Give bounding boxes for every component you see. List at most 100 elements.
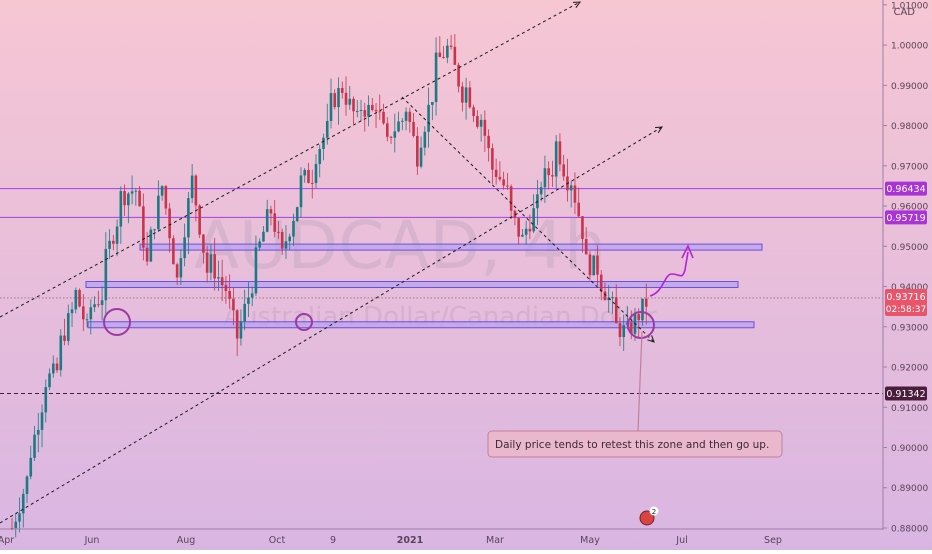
candle [427, 87, 430, 148]
price-zone-rect[interactable] [87, 321, 755, 329]
candle [340, 81, 344, 99]
candle [198, 204, 201, 238]
candle [134, 188, 138, 206]
candle [295, 206, 299, 223]
annotation-callout[interactable]: Daily price tends to retest this zone an… [487, 430, 783, 458]
y-tick-label: 0.99000 [891, 82, 928, 92]
y-tick-label: 0.97000 [891, 162, 928, 172]
price-axis[interactable]: 1.01000 1.00000 0.99000 0.98000 0.97000 0.960… [883, 1, 928, 534]
candle [337, 77, 340, 125]
x-tick-label: Mar [486, 535, 504, 546]
candle [547, 161, 550, 190]
candle [483, 110, 487, 152]
candle [622, 314, 626, 352]
y-tick-label: 0.91000 [891, 404, 928, 414]
candle [258, 238, 261, 252]
y-tick-label: 1.00000 [891, 42, 928, 52]
candle [438, 36, 442, 58]
candle [66, 304, 70, 346]
candle [220, 259, 224, 302]
candle [108, 229, 111, 259]
candle [89, 299, 93, 335]
horizontal-levels: 0.96434 0.95719 0.91342 [0, 181, 927, 401]
candle [190, 164, 194, 203]
candle [464, 77, 468, 120]
candle [100, 286, 104, 321]
candle [70, 302, 74, 327]
price-zone-rect[interactable] [85, 281, 739, 289]
annotation-box[interactable] [487, 430, 783, 458]
candle [419, 136, 423, 169]
time-axis[interactable]: Apr Jun Aug Oct 9 2021 Mar May Jul Sep [0, 535, 782, 546]
candle [74, 287, 78, 314]
candle [532, 194, 535, 233]
candle [14, 513, 18, 538]
candle [588, 251, 592, 281]
candle [51, 355, 55, 378]
candle [453, 34, 457, 66]
trend-line[interactable] [0, 1, 581, 318]
y-tick-label: 0.89000 [891, 484, 928, 494]
annotation-pointer [637, 331, 643, 432]
candle [130, 175, 134, 205]
y-tick-label: 0.92000 [891, 364, 928, 374]
candle [179, 249, 183, 286]
candle [48, 368, 51, 391]
event-badge-icon[interactable] [639, 510, 655, 526]
candle [551, 160, 554, 187]
candle [404, 107, 408, 131]
swing-low-circle-jun[interactable] [103, 308, 131, 336]
trend-line[interactable] [0, 126, 663, 524]
candle [517, 218, 520, 245]
candle [209, 244, 213, 281]
candle [554, 135, 558, 188]
trend-line[interactable] [401, 96, 655, 343]
candle [472, 104, 475, 123]
candle [382, 103, 385, 125]
candle [235, 308, 239, 357]
support-resistance-zones [85, 243, 763, 329]
candle [607, 284, 611, 313]
candle [491, 143, 494, 184]
projection-arrow-path[interactable] [649, 251, 689, 297]
candle [164, 184, 168, 215]
candle [521, 229, 524, 238]
trend-line-arrowhead [647, 335, 655, 343]
candle [509, 184, 513, 219]
candlestick-series [10, 34, 648, 538]
candle [502, 171, 505, 190]
candle [412, 113, 415, 138]
candle [599, 270, 603, 301]
price-zone-rect[interactable] [139, 243, 763, 251]
swing-low-circle-may[interactable] [627, 311, 655, 339]
candle [303, 168, 307, 183]
candle [25, 475, 29, 503]
candle [18, 497, 21, 533]
candle [142, 193, 145, 261]
candle [581, 215, 584, 253]
current-price-label[interactable]: 0.93716 02:58:37 [885, 289, 927, 316]
candle [63, 318, 66, 346]
candle [85, 313, 89, 328]
candle [461, 81, 464, 112]
candle [277, 221, 280, 240]
candle [569, 181, 573, 208]
candle [449, 34, 453, 50]
candle [21, 488, 25, 528]
candle [288, 233, 292, 251]
candle [355, 99, 359, 118]
current-price-value: 0.93716 [886, 292, 925, 303]
y-tick-label: 0.96000 [891, 203, 928, 213]
candle [434, 37, 438, 116]
x-tick-label: May [580, 535, 600, 546]
candle [329, 78, 333, 129]
candle [614, 284, 618, 324]
candle [123, 184, 126, 216]
swing-low-circle-oct[interactable] [295, 313, 313, 331]
candle [446, 38, 449, 64]
y-tick-label: 0.95000 [891, 243, 928, 253]
candle [115, 219, 119, 257]
event-badge[interactable]: 2 [639, 506, 659, 526]
